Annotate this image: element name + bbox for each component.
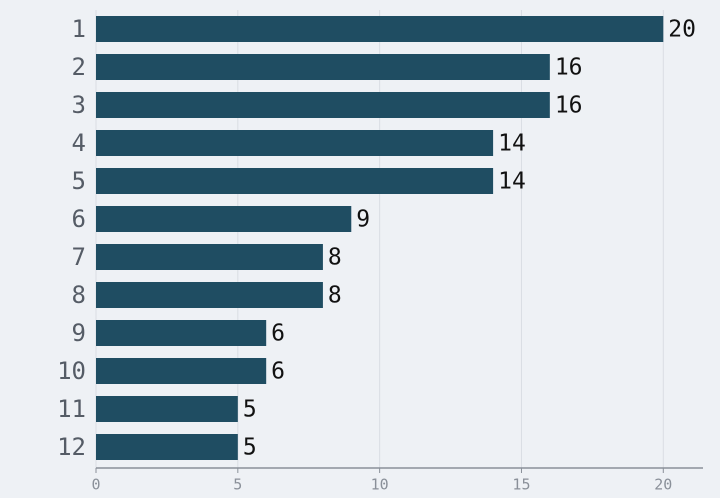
x-tick-label: 5 (233, 476, 242, 494)
y-tick-label: 2 (72, 53, 86, 81)
bar (96, 92, 550, 118)
bar (96, 396, 238, 422)
value-label: 14 (498, 131, 526, 157)
value-label: 5 (243, 397, 257, 423)
bar (96, 320, 267, 346)
value-label: 6 (271, 321, 285, 347)
y-tick-label: 8 (72, 281, 86, 309)
value-label: 5 (243, 435, 257, 461)
y-tick-label: 1 (72, 15, 86, 43)
y-tick-label: 12 (57, 433, 86, 461)
value-label: 6 (271, 359, 285, 385)
y-tick-label: 4 (72, 129, 86, 157)
bar (96, 206, 352, 232)
bar (96, 54, 550, 80)
x-tick-label: 20 (654, 476, 672, 494)
y-tick-label: 11 (57, 395, 86, 423)
y-tick-label: 6 (72, 205, 86, 233)
bar (96, 358, 267, 384)
x-tick-label: 10 (371, 476, 389, 494)
y-tick-label: 5 (72, 167, 86, 195)
y-tick-label: 7 (72, 243, 86, 271)
y-tick-label: 3 (72, 91, 86, 119)
value-label: 16 (555, 93, 583, 119)
bar (96, 282, 323, 308)
y-tick-label: 10 (57, 357, 86, 385)
y-tick-label: 9 (72, 319, 86, 347)
value-label: 8 (328, 245, 342, 271)
value-label: 8 (328, 283, 342, 309)
bar (96, 244, 323, 270)
value-label: 16 (555, 55, 583, 81)
x-tick-label: 0 (91, 476, 100, 494)
value-label: 20 (668, 17, 696, 43)
bar (96, 168, 494, 194)
value-label: 9 (356, 207, 370, 233)
x-tick-label: 15 (512, 476, 530, 494)
bar (96, 434, 238, 460)
value-label: 14 (498, 169, 526, 195)
bar (96, 16, 664, 42)
bar (96, 130, 494, 156)
